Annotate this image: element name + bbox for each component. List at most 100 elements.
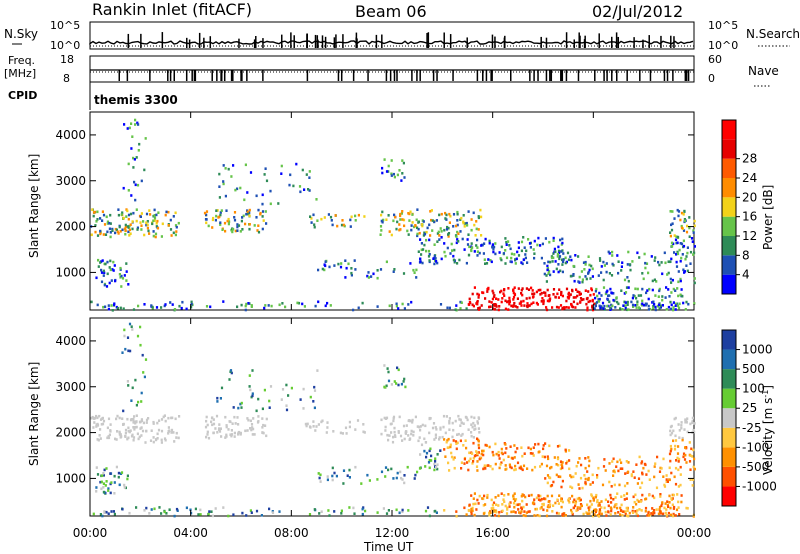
data-cell [525,249,528,253]
data-cell [611,262,614,266]
data-cell [249,171,253,174]
data-cell [483,466,486,469]
data-cell [521,493,524,496]
data-cell [612,470,615,473]
data-cell [222,164,225,167]
data-cell [439,303,443,306]
data-cell [163,437,167,440]
data-cell [308,170,311,173]
data-cell [658,505,662,509]
data-cell [162,415,165,419]
data-cell [674,482,678,486]
data-cell [685,300,688,304]
data-cell [557,306,560,309]
data-cell [142,371,145,374]
data-cell [607,504,610,508]
data-cell [440,236,443,239]
data-cell [657,512,660,516]
data-cell [142,220,145,223]
data-cell [545,308,549,312]
data-cell [671,244,674,248]
data-cell [445,440,448,444]
data-cell [106,426,109,430]
data-cell [357,213,360,217]
data-cell [122,186,125,190]
data-cell [395,227,398,231]
data-cell [497,494,500,497]
data-cell [429,234,432,237]
data-cell [439,428,442,431]
data-cell [482,252,485,255]
data-cell [399,218,402,221]
data-cell [488,239,491,243]
data-cell [466,418,469,422]
data-cell [134,198,137,202]
data-cell [573,498,576,502]
data-cell [531,468,534,472]
data-cell [471,506,474,510]
data-cell [493,245,496,249]
data-cell [102,305,105,309]
data-cell [574,472,577,475]
data-cell [647,514,650,517]
data-cell [551,510,554,513]
data-cell [465,513,468,516]
data-cell [178,415,181,418]
data-cell [682,213,685,216]
data-cell [264,210,267,213]
data-cell [639,486,642,489]
data-cell [462,444,465,447]
data-cell [594,495,597,499]
data-cell [664,511,667,515]
data-cell [500,447,503,451]
data-cell [564,261,567,265]
data-cell [101,219,104,222]
data-cell [395,302,398,306]
data-cell [577,280,580,283]
data-cell [443,242,446,245]
data-cell [167,432,170,435]
data-cell [419,260,422,263]
data-cell [674,304,677,307]
data-cell [113,492,116,495]
data-cell [623,484,627,488]
data-cell [229,369,233,372]
data-cell [344,276,347,279]
data-cell [140,391,143,395]
colorbar-tick-label: 1000 [742,343,773,357]
data-cell [392,172,395,176]
data-cell [361,301,364,305]
data-cell [685,421,688,424]
data-cell [595,493,598,497]
nsearch-label: N.Search [746,27,800,41]
data-cell [622,510,625,513]
data-cell [117,213,120,217]
data-cell [110,304,113,307]
data-cell [509,247,512,251]
data-cell [167,224,170,227]
data-cell [466,224,469,227]
data-cell [434,509,437,513]
data-cell [610,303,613,307]
data-cell [313,406,316,410]
data-cell [444,431,447,435]
data-cell [513,253,516,256]
data-cell [385,170,389,173]
data-cell [564,514,567,517]
data-cell [672,301,675,304]
data-cell [545,280,548,283]
data-cell [135,425,138,429]
data-cell [384,466,388,469]
data-cell [446,446,449,449]
data-cell [614,512,617,515]
data-cell [499,463,502,466]
data-cell [148,232,151,235]
data-cell [617,260,620,263]
data-cell [554,501,557,505]
data-cell [658,302,661,305]
data-cell [491,297,494,301]
data-cell [651,288,654,292]
data-cell [121,351,124,354]
data-cell [132,156,135,160]
data-cell [444,254,447,258]
